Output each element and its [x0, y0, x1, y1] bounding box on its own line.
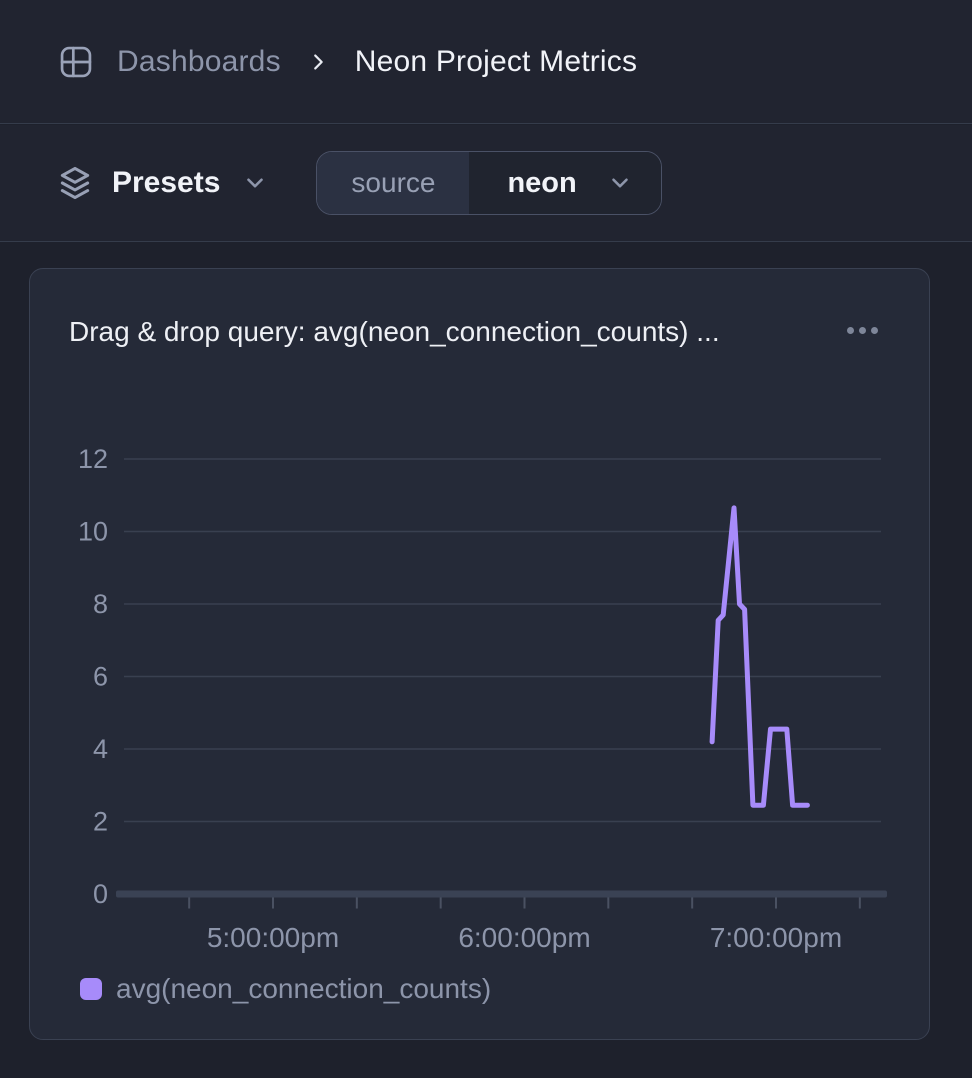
filter-value-segment: neon — [469, 152, 661, 214]
main-content: Drag & drop query: avg(neon_connection_c… — [0, 243, 972, 1078]
source-filter-dropdown[interactable]: source neon — [316, 151, 662, 215]
y-tick-label: 12 — [78, 444, 108, 474]
legend: avg(neon_connection_counts) — [80, 973, 491, 1005]
y-tick-label: 10 — [78, 517, 108, 547]
metrics-line-chart[interactable]: 0 2 4 6 8 10 12 5:00:00pm 6:00:00pm 7:00:00pm — [30, 269, 931, 1041]
chevron-right-icon — [307, 51, 329, 73]
presets-label: Presets — [112, 166, 221, 199]
presets-button[interactable]: Presets — [56, 164, 268, 202]
x-tick-label: 7:00:00pm — [710, 922, 842, 953]
x-axis-line — [116, 890, 887, 898]
legend-item[interactable]: avg(neon_connection_counts) — [80, 973, 491, 1005]
chevron-down-icon — [607, 170, 633, 196]
breadcrumb: Dashboards Neon Project Metrics — [57, 43, 637, 81]
series-line — [709, 505, 810, 808]
dashboard-grid-icon — [57, 43, 95, 81]
chart-card-title: Drag & drop query: avg(neon_connection_c… — [69, 316, 720, 347]
page-title: Neon Project Metrics — [354, 44, 638, 78]
breadcrumb-link-dashboards[interactable]: Dashboards — [117, 44, 281, 78]
ellipsis-menu-icon[interactable] — [843, 323, 882, 338]
toolbar: Presets source neon — [0, 125, 972, 242]
x-tick-label: 5:00:00pm — [207, 922, 339, 953]
x-tick-label: 6:00:00pm — [458, 922, 590, 953]
chart-card: Drag & drop query: avg(neon_connection_c… — [29, 268, 930, 1040]
filter-key-segment: source — [317, 152, 470, 214]
legend-label: avg(neon_connection_counts) — [116, 973, 492, 1004]
y-tick-label: 8 — [93, 589, 108, 619]
filter-value-label: neon — [507, 166, 577, 199]
y-tick-label: 4 — [93, 734, 108, 764]
y-tick-label: 2 — [93, 807, 108, 837]
chevron-down-icon — [242, 170, 268, 196]
y-tick-label: 0 — [93, 879, 108, 909]
layers-stack-icon — [56, 164, 94, 202]
filter-key-label: source — [351, 167, 436, 198]
legend-swatch — [80, 978, 102, 1000]
y-tick-label: 6 — [93, 662, 108, 692]
header: Dashboards Neon Project Metrics — [0, 0, 972, 124]
